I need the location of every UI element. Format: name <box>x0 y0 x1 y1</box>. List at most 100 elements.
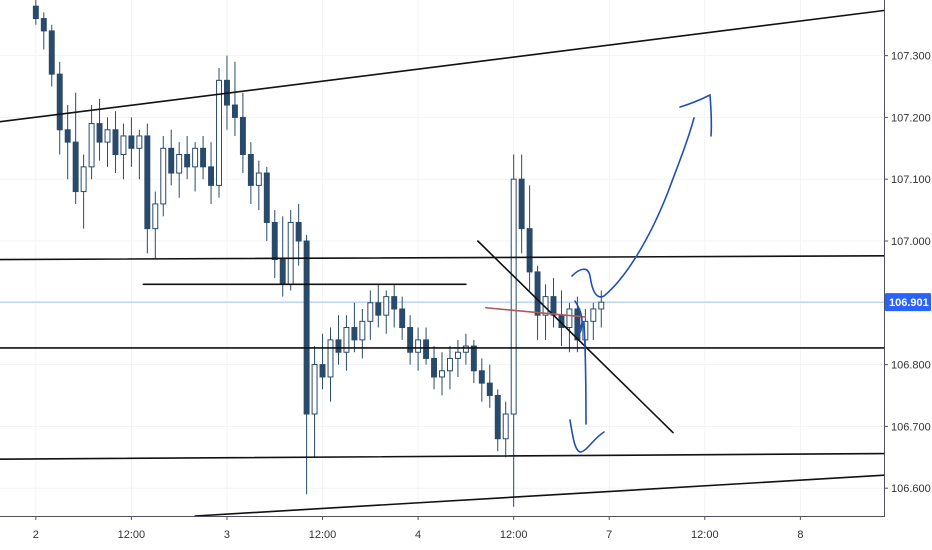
lower-channel-line[interactable] <box>194 474 885 517</box>
time-tick-label: 8 <box>797 529 803 541</box>
support-line-106-65[interactable] <box>0 452 885 460</box>
candle-body <box>327 339 334 378</box>
candle-body <box>208 166 215 186</box>
candle-body <box>574 308 581 341</box>
candle-body <box>255 172 262 186</box>
candle-body <box>80 166 87 193</box>
candle-body <box>502 413 509 440</box>
candle-body <box>152 203 159 230</box>
price-tick-label: 106.600 <box>891 483 931 495</box>
candle-body <box>96 123 103 143</box>
candle-body <box>303 240 310 415</box>
price-tick-label: 107.200 <box>891 112 931 124</box>
time-tick-label: 7 <box>606 529 612 541</box>
candle-body <box>550 296 557 316</box>
candle-body <box>184 153 191 168</box>
current-price-label: 106.901 <box>889 297 929 309</box>
current-price-badge <box>885 293 931 312</box>
candle-body <box>470 345 477 372</box>
candle-body <box>176 153 183 174</box>
upper-channel-line[interactable] <box>0 9 885 123</box>
candle-body <box>351 327 358 341</box>
candle-body <box>494 394 501 440</box>
resistance-line-107[interactable] <box>0 255 885 261</box>
candle-body <box>216 79 222 186</box>
candle-body <box>566 308 573 329</box>
candle-body <box>287 221 294 285</box>
candle-body <box>510 178 517 415</box>
time-axis-background <box>0 516 932 550</box>
candle-body <box>454 351 461 359</box>
candle-body <box>239 116 246 155</box>
candle-body <box>32 5 39 20</box>
candle-body <box>383 296 390 316</box>
candle-body <box>104 129 111 143</box>
candle-body <box>343 327 350 353</box>
hand-drawn-arrow-down <box>574 300 587 425</box>
candle-body <box>192 147 199 168</box>
candle-body <box>128 135 135 149</box>
time-tick-label: 12:00 <box>500 529 528 541</box>
price-axis[interactable]: 106.600 106.700 106.800 107.000 107.100 107.2… <box>884 0 932 550</box>
candle-body <box>534 271 541 316</box>
time-tick-label: 12:00 <box>691 529 719 541</box>
candle-body <box>415 339 422 353</box>
candle-body <box>263 172 270 223</box>
hand-drawn-arrow-up <box>571 117 695 298</box>
candle-body <box>88 123 95 168</box>
candle-body <box>56 73 63 131</box>
candle-body <box>478 370 485 384</box>
price-axis-background <box>884 0 932 550</box>
time-tick-label: 2 <box>33 529 39 541</box>
candle-body <box>375 302 382 316</box>
candle-body <box>144 135 151 230</box>
hand-drawn-arrow-down-tail <box>569 419 605 453</box>
candle-body <box>64 129 71 143</box>
candle-body <box>590 308 597 322</box>
candle-body <box>48 30 55 75</box>
candle-body <box>367 302 374 322</box>
candle-body <box>136 135 143 149</box>
candle-body <box>359 320 366 341</box>
candle-body <box>311 364 318 415</box>
candle-body <box>271 221 278 261</box>
price-tick-label: 107.000 <box>891 236 931 248</box>
candle-body <box>160 147 167 205</box>
candle-body <box>231 104 238 118</box>
candle-body <box>431 357 438 378</box>
descending-trendline[interactable] <box>477 240 674 434</box>
candle-body <box>40 18 47 32</box>
time-tick-label: 4 <box>415 529 421 541</box>
candle-body <box>200 147 207 168</box>
candle-body <box>335 339 342 353</box>
time-axis[interactable]: 2 12:00 3 12:00 4 12:00 7 12:00 8 <box>0 516 932 550</box>
drawings <box>0 9 885 517</box>
candle-body <box>319 364 326 378</box>
time-tick-label: 12:00 <box>309 529 337 541</box>
red-trendline[interactable] <box>485 306 587 318</box>
price-tick-label: 106.800 <box>891 360 931 372</box>
candles <box>32 0 605 507</box>
candle-body <box>446 357 453 372</box>
price-tick-label: 107.100 <box>891 174 931 186</box>
candle-body <box>423 339 430 359</box>
candle-body <box>518 178 525 230</box>
candle-body <box>407 327 414 353</box>
price-tick-label: 106.700 <box>891 421 931 433</box>
candle-body <box>486 382 493 396</box>
candle-body <box>247 153 254 186</box>
candle-body <box>462 345 469 353</box>
time-tick-label: 12:00 <box>118 529 146 541</box>
candle-body <box>120 135 127 155</box>
time-tick-label: 3 <box>224 529 230 541</box>
annotations <box>569 93 713 453</box>
candle-body <box>598 301 605 310</box>
candle-body <box>391 296 398 310</box>
candle-body <box>295 221 302 242</box>
candle-body <box>279 259 286 285</box>
candle-body <box>399 308 406 329</box>
candle-body <box>112 129 119 155</box>
hand-drawn-arrow-up-head <box>679 93 713 137</box>
